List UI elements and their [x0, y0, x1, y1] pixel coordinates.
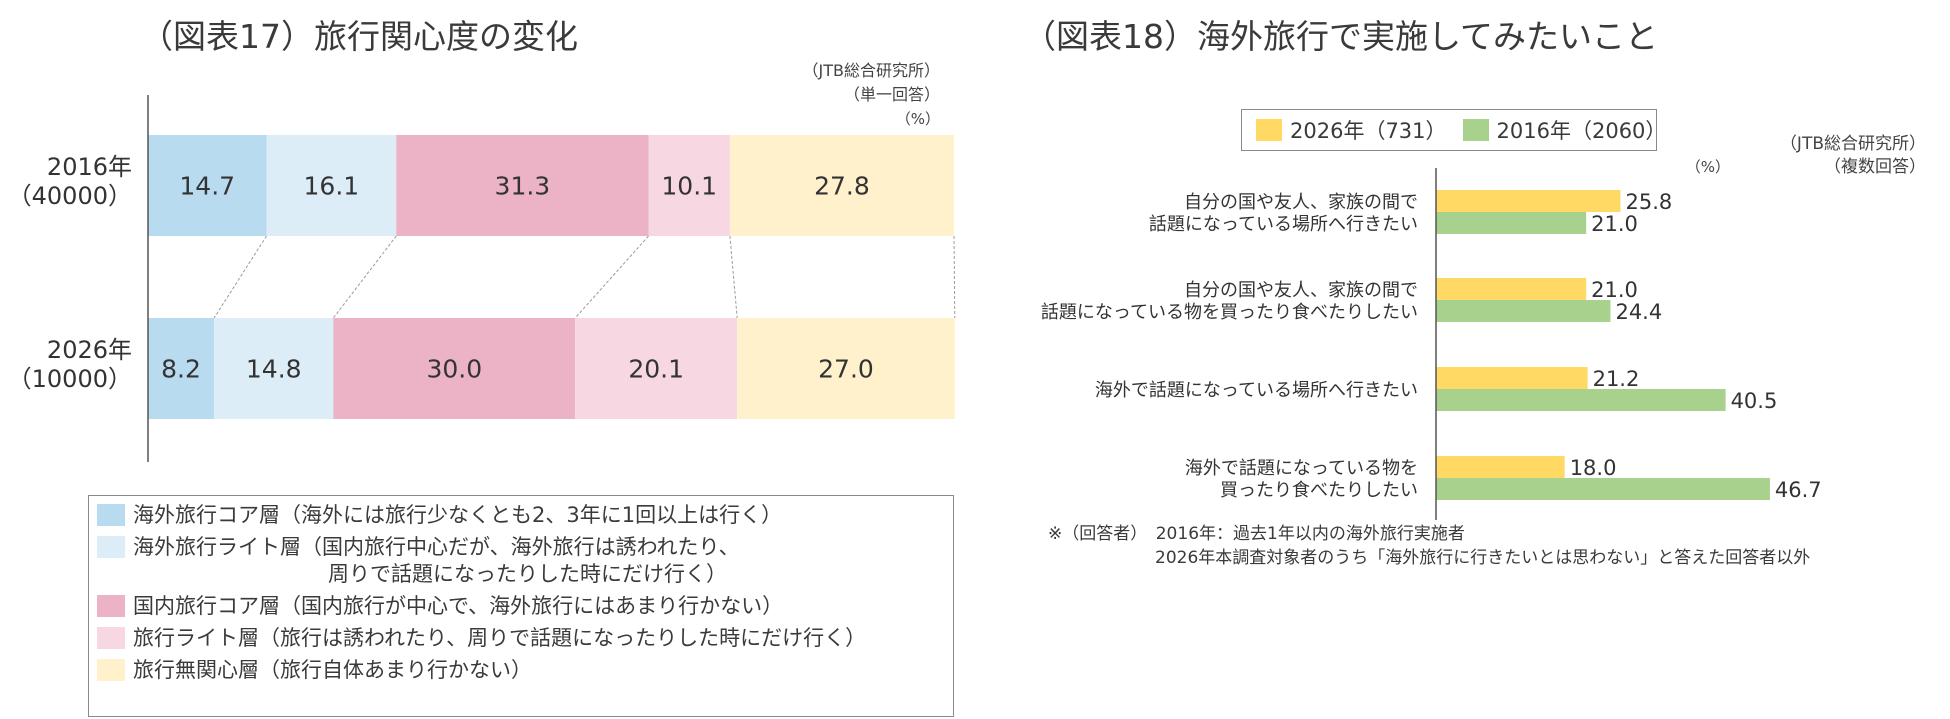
- data-label: 27.8: [814, 172, 870, 201]
- unit-label: （%）: [1686, 158, 1730, 176]
- category-label: 話題になっている場所へ行きたい: [1149, 214, 1418, 235]
- legend-item-2026: 2026年（731）: [1256, 115, 1447, 145]
- bar: [1436, 212, 1587, 234]
- legend-label: 海外旅行コア層（海外には旅行少なくとも2、3年に1回以上は行く）: [133, 503, 783, 527]
- legend-swatch: [1462, 119, 1489, 141]
- data-label: 14.7: [179, 172, 235, 201]
- answer-type-label: （複数回答）: [1824, 157, 1926, 177]
- stack-segment: [214, 318, 334, 419]
- legend-item-2016: 2016年（2060）: [1462, 115, 1667, 145]
- legend-item-core-overseas: 海外旅行コア層（海外には旅行少なくとも2、3年に1回以上は行く）: [97, 502, 953, 529]
- data-label: 21.0: [1591, 212, 1638, 236]
- data-label: 30.0: [426, 355, 482, 384]
- category-label: （10000）: [8, 365, 132, 393]
- category-label: 自分の国や友人、家族の間で: [1184, 280, 1418, 301]
- connector-line: [953, 235, 956, 319]
- source-label: （JTB総合研究所）: [1780, 134, 1926, 154]
- connector-line: [729, 235, 738, 319]
- data-label: 16.1: [304, 172, 360, 201]
- source-label: （JTB総合研究所）: [803, 61, 940, 80]
- stack-segment: [729, 135, 954, 236]
- data-label: 21.2: [1593, 367, 1640, 391]
- category-label: 海外で話題になっている物を: [1185, 458, 1418, 479]
- connector-line: [332, 235, 397, 319]
- legend-swatch: [97, 504, 125, 526]
- legend-label-wrap: 海外旅行ライト層（国内旅行中心だが、海外旅行は誘われたり、 周りで話題になったり…: [133, 534, 740, 588]
- category-label: 自分の国や友人、家族の間で: [1184, 192, 1418, 213]
- data-label: 24.4: [1615, 300, 1662, 324]
- category-label: 海外で話題になっている場所へ行きたい: [1095, 380, 1418, 401]
- stack-segment: [648, 135, 730, 236]
- connector-line: [213, 235, 267, 319]
- chart18-footnote: ※（回答者） 2016年：過去1年以内の海外旅行実施者 2026年本調査対象者の…: [1048, 522, 1810, 570]
- category-label: 話題になっている物を買ったり食べたりしたい: [1041, 302, 1418, 323]
- stack-segment: [737, 318, 955, 419]
- data-label: 20.1: [628, 355, 684, 384]
- chart17-plot: （JTB総合研究所） （単一回答） （%） 14.7 16.1 31.3 10.1 27.8 2…: [8, 61, 956, 462]
- stack-segment: [148, 318, 215, 419]
- category-label: 2016年: [47, 153, 132, 181]
- data-label: 31.3: [495, 172, 551, 201]
- stack-segment: [266, 135, 397, 236]
- legend-item-light-overseas: 海外旅行ライト層（国内旅行中心だが、海外旅行は誘われたり、 周りで話題になったり…: [97, 534, 953, 588]
- chart18-plot: （JTB総合研究所）（複数回答）（%）25.821.0自分の国や友人、家族の間で…: [1041, 134, 1926, 520]
- legend-item-light-travel: 旅行ライト層（旅行は誘われたり、周りで話題になったりした時にだけ行く）: [97, 625, 953, 652]
- data-label: 18.0: [1570, 456, 1617, 480]
- answer-type-label: （単一回答）: [844, 85, 940, 104]
- chart17-legend: 海外旅行コア層（海外には旅行少なくとも2、3年に1回以上は行く） 海外旅行ライト…: [88, 495, 954, 717]
- legend-label: 国内旅行コア層（国内旅行が中心で、海外旅行にはあまり行かない）: [133, 594, 784, 618]
- bar: [1436, 478, 1770, 500]
- bar: [1436, 300, 1611, 322]
- legend-label: 旅行無関心層（旅行自体あまり行かない）: [133, 658, 532, 682]
- data-label: 40.5: [1731, 389, 1778, 413]
- bar: [1436, 367, 1588, 389]
- bar: [1436, 278, 1587, 300]
- data-label: 14.8: [246, 355, 302, 384]
- legend-swatch: [1256, 119, 1282, 141]
- legend-swatch: [97, 627, 125, 649]
- data-label: 10.1: [661, 172, 717, 201]
- legend-item-core-domestic: 国内旅行コア層（国内旅行が中心で、海外旅行にはあまり行かない）: [97, 593, 953, 620]
- bar: [1436, 389, 1726, 411]
- legend-swatch: [97, 536, 125, 558]
- legend-label: 旅行ライト層（旅行は誘われたり、周りで話題になったりした時にだけ行く）: [133, 626, 867, 650]
- data-label: 8.2: [161, 355, 201, 384]
- bar: [1436, 190, 1621, 212]
- data-label: 25.8: [1625, 190, 1672, 214]
- stack-segment: [148, 135, 267, 236]
- category-label: 2026年: [47, 336, 132, 364]
- stack-segment: [575, 318, 738, 419]
- legend-swatch: [97, 595, 125, 617]
- bar: [1436, 456, 1565, 478]
- data-label: 21.0: [1591, 278, 1638, 302]
- category-label: 買ったり食べたりしたい: [1220, 480, 1418, 501]
- data-label: 27.0: [818, 355, 874, 384]
- legend-item-indifferent: 旅行無関心層（旅行自体あまり行かない）: [97, 657, 953, 684]
- data-label: 46.7: [1775, 478, 1822, 502]
- unit-label: （%）: [896, 110, 940, 128]
- footnote-line1: ※（回答者） 2016年：過去1年以内の海外旅行実施者: [1048, 524, 1465, 544]
- legend-label: 2026年（731）: [1290, 119, 1447, 143]
- chart17-title: （図表17）旅行関心度の変化: [140, 17, 578, 56]
- category-label: （40000）: [8, 182, 132, 210]
- footnote-line2: 2026年本調査対象者のうち「海外旅行に行きたいとは思わない」と答えた回答者以外: [1155, 548, 1811, 568]
- connector-line: [574, 235, 649, 319]
- stack-segment: [333, 318, 576, 419]
- legend-label: 2016年（2060）: [1496, 119, 1667, 143]
- legend-label-line2: 周りで話題になったりした時にだけ行く）: [328, 562, 727, 586]
- legend-label: 海外旅行ライト層（国内旅行中心だが、海外旅行は誘われたり、: [133, 535, 740, 559]
- legend-swatch: [97, 659, 125, 681]
- stack-segment: [396, 135, 649, 236]
- chart18-title: （図表18）海外旅行で実施してみたいこと: [1023, 17, 1659, 56]
- chart18-legend: 2026年（731） 2016年（2060）: [1241, 109, 1666, 151]
